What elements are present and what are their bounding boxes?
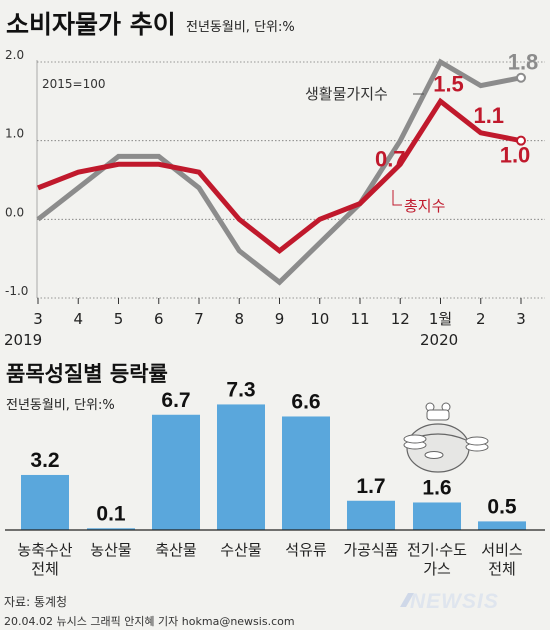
total-index-value-label: 1.5 (433, 71, 464, 96)
bar-value-label: 7.3 (226, 378, 255, 401)
x-tick-label: 7 (194, 310, 204, 328)
x-tick-label: 10 (310, 310, 329, 328)
bar-category-label: 전기·수도 (407, 541, 467, 559)
x-tick-label: 2 (476, 310, 486, 328)
x-tick-label: 12 (391, 310, 410, 328)
bar (87, 528, 135, 530)
bar-category-label: 전체 (31, 560, 59, 578)
line-chart-title: 소비자물가 추이 (6, 10, 176, 39)
x-tick-label: 9 (275, 310, 285, 328)
living-index-endpoint (516, 72, 526, 83)
x-tick-label: 6 (154, 310, 164, 328)
bar-category-label: 가스 (423, 560, 451, 578)
y-tick-label: 2.0 (5, 48, 24, 62)
bar-value-label: 6.7 (161, 389, 190, 412)
newsis-logo: NEWSIS (400, 590, 499, 613)
bar-category-label: 농산물 (90, 541, 131, 559)
bar (21, 474, 69, 530)
y-tick-label: -1.0 (5, 284, 28, 298)
living-index-line (36, 58, 522, 286)
newsis-logo-text: NEWSIS (410, 590, 499, 613)
x-tick-label: 4 (73, 310, 83, 328)
bar-value-label: 6.6 (291, 390, 320, 413)
x-tick-label: 3 (33, 310, 43, 328)
x-tick-label: 5 (114, 310, 124, 328)
bar-category-label: 가공식품 (343, 541, 398, 559)
legend-total-index-leader (392, 190, 402, 206)
bar (282, 416, 330, 530)
line-chart-subtitle: 전년동월비, 단위:% (186, 20, 295, 35)
base-note: 2015=100 (42, 77, 106, 91)
total-index-line (37, 97, 522, 254)
x-tick-label: 1월 (429, 310, 452, 328)
source-note: 자료: 통계청 (4, 595, 67, 609)
bar-category-label: 축산물 (155, 541, 196, 559)
bar (217, 404, 265, 530)
bar-chart-title: 품목성질별 등락률 (6, 362, 168, 386)
line-chart: 2015=100 2.0 1.0 0.0 -1.0 3 4 5 6 7 8 9 10 11 12 1월 2 3… (4, 48, 545, 349)
total-index-endpoint (516, 135, 526, 146)
y-tick-label: 0.0 (5, 205, 24, 219)
bar-category-label: 서비스 (481, 541, 523, 559)
year-label-2020: 2020 (420, 331, 458, 349)
x-tick-label: 11 (350, 310, 369, 328)
bar (413, 502, 461, 530)
bar (478, 521, 526, 530)
living-index-value-label: 1.8 (508, 50, 539, 75)
bar-category-label: 전체 (488, 560, 516, 578)
bar (347, 500, 395, 530)
legend-living-index: 생활물가지수 (305, 85, 388, 103)
bar-value-label: 1.6 (422, 476, 451, 499)
bar (152, 414, 200, 530)
legend-total-index: 총지수 (404, 197, 445, 215)
credit-line: 20.04.02 뉴시스 그래픽 안지혜 기자 hokma@newsis.com (4, 615, 295, 628)
total-index-value-label: 0.7 (375, 146, 406, 171)
bar-chart-subtitle: 전년동월비, 단위:% (6, 398, 115, 413)
bar-category-label: 석유류 (285, 541, 327, 559)
bar-value-label: 0.1 (96, 502, 126, 525)
x-tick-label: 8 (234, 310, 244, 328)
bar-value-label: 1.7 (356, 475, 385, 498)
bar-value-label: 0.5 (487, 495, 517, 518)
year-label-2019: 2019 (4, 331, 42, 349)
purse-coins-icon (403, 402, 489, 473)
y-tick-label: 1.0 (5, 127, 24, 141)
bar-category-label: 농축수산 (17, 541, 72, 559)
bar-value-label: 3.2 (30, 449, 59, 472)
bar-category-label: 수산물 (220, 541, 261, 559)
total-index-value-label: 1.1 (473, 103, 504, 128)
total-index-value-label: 1.0 (500, 143, 531, 168)
x-tick-label: 3 (516, 310, 526, 328)
